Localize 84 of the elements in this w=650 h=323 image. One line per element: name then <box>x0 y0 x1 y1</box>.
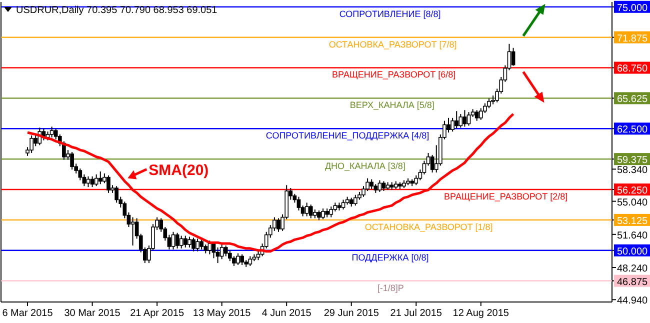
legend-label: SMA(20) <box>148 162 209 180</box>
y-tick-label: 51.640 <box>617 230 648 242</box>
candlestick <box>458 114 463 128</box>
candlestick <box>422 160 426 175</box>
ref-line-label: ПОДДЕРЖКА [0/8] <box>352 252 429 262</box>
ref-line-label: [-1/8]P <box>377 282 404 293</box>
candlestick <box>466 112 471 126</box>
y-tick-label: 58.340 <box>617 165 648 176</box>
y-tick-label: 55.040 <box>617 197 648 208</box>
ref-line-label: ОСТАНОВКА_РАЗВОРОТ [7/8] <box>328 39 457 50</box>
ref-line-label: ДНО_КАНАЛА [3/8] <box>324 161 406 172</box>
candlestick <box>98 170 102 185</box>
candlestick <box>200 239 204 250</box>
candlestick <box>296 196 301 211</box>
candlestick <box>192 237 196 252</box>
candlestick <box>188 236 192 248</box>
candlestick <box>341 199 346 210</box>
candlestick <box>304 202 309 217</box>
candlestick <box>478 108 483 120</box>
candlestick <box>179 235 184 249</box>
y-tick-label: 53.125 <box>617 216 648 227</box>
candlestick <box>224 245 228 257</box>
candlestick <box>248 256 252 266</box>
candlestick <box>382 180 386 192</box>
candlestick <box>220 244 224 260</box>
candlestick <box>70 152 74 170</box>
y-tick-label: 75.000 <box>617 2 648 14</box>
candlestick <box>90 176 94 188</box>
candlestick <box>329 206 334 218</box>
y-tick-label: 59.375 <box>617 155 648 166</box>
candlestick <box>175 232 180 249</box>
candlestick <box>240 254 244 266</box>
ref-line-label: ВРАЩЕНИЕ_РАЗВОРОТ [2/8] <box>444 192 568 202</box>
candlestick <box>321 208 325 220</box>
candlestick <box>308 204 313 219</box>
candlestick <box>454 110 459 130</box>
candlestick <box>317 210 321 221</box>
candlestick <box>511 47 516 66</box>
candlestick <box>183 235 188 248</box>
y-tick-label: 65.625 <box>617 94 648 106</box>
ref-line-label: ОСТАНОВКА_РАЗВОРОТ [1/8] <box>364 222 493 232</box>
chart-title: USDRUR,Daily 70.395 70.790 68.953 69.051 <box>16 5 218 16</box>
candlestick <box>487 98 491 109</box>
x-tick-label: 4 Jun 2015 <box>262 308 312 319</box>
candlestick <box>474 110 479 122</box>
candlestick <box>236 252 240 266</box>
candlestick <box>30 134 34 154</box>
candlestick <box>276 218 280 232</box>
candlestick <box>378 180 382 192</box>
x-tick-label: 29 Jun 2015 <box>324 308 380 319</box>
candlestick <box>34 134 38 147</box>
y-tick-label: 50.000 <box>617 246 648 258</box>
candlestick <box>370 178 374 190</box>
candlestick <box>94 174 98 187</box>
y-tick-label: 62.500 <box>617 124 648 136</box>
candlestick <box>196 238 200 252</box>
candlestick <box>130 216 135 246</box>
x-tick-label: 13 May 2015 <box>192 308 252 319</box>
candlestick <box>216 246 220 264</box>
candlestick <box>82 174 86 187</box>
ref-line-label: ВЕРХ_КАНАЛА [5/8] <box>350 100 434 110</box>
x-tick-label: 30 Mar 2015 <box>64 308 121 319</box>
candlestick <box>171 231 176 250</box>
candlestick <box>50 126 54 138</box>
y-tick-label: 68.750 <box>617 64 648 75</box>
candlestick <box>114 186 118 204</box>
x-tick-label: 6 Mar 2015 <box>2 308 54 319</box>
candlestick <box>353 194 358 206</box>
x-tick-label: 21 Apr 2015 <box>130 308 184 319</box>
candlestick <box>106 174 110 194</box>
ref-line-label: ВРАЩЕНИЕ_РАЗВОРОТ [6/8] <box>332 70 456 80</box>
x-tick-label: 12 Aug 2015 <box>452 308 510 319</box>
y-tick-label: 46.875 <box>617 276 648 288</box>
ref-line-label: СОПРОТИВЛЕНИЕ [8/8] <box>339 8 441 19</box>
candlestick <box>430 154 434 173</box>
ref-line-label: СОПРОТИВЛЕНИЕ_ПОДДЕРЖКА [4/8] <box>266 130 430 141</box>
y-tick-label: 56.250 <box>617 186 648 196</box>
candlestick <box>228 250 232 262</box>
candlestick <box>86 176 90 188</box>
y-tick-label: 71.875 <box>617 33 648 44</box>
y-tick-label: 48.240 <box>617 264 648 275</box>
x-tick-label: 21 Jul 2015 <box>390 308 442 319</box>
y-tick-label: 44.940 <box>617 296 648 307</box>
candlestick <box>462 110 467 128</box>
